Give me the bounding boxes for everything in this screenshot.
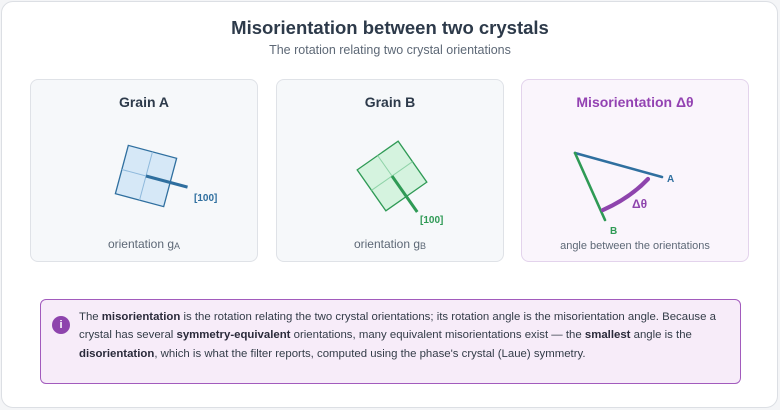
orientation-a-label: A (667, 174, 674, 185)
misorientation-angle-arc (600, 176, 651, 213)
grain-a-title: Grain A (118, 94, 170, 110)
grain-b-caption: orientation gB (353, 237, 427, 251)
misorientation-angle-label: Δθ (632, 197, 647, 211)
grain-a-axis-label: [100] (194, 193, 217, 204)
grain-b-grid-line (371, 161, 413, 191)
misorientation-card: Misorientation Δθ A B Δθ angle between t… (521, 79, 749, 262)
misorientation-figure: A B Δθ (573, 151, 674, 237)
grain-b-card: Grain B [100] orientation gB (276, 79, 504, 262)
info-note-text: The misorientation is the rotation relat… (79, 308, 729, 363)
info-icon: i (52, 316, 70, 334)
grain-b-figure: [100] (356, 140, 443, 226)
grain-b-crystal (356, 140, 428, 213)
grain-b-axis-label: [100] (420, 215, 443, 226)
grain-b-title: Grain B (364, 94, 416, 110)
note-emphasis: disorientation (79, 347, 155, 360)
note-segment: angle is the (630, 329, 692, 342)
grain-b-axis (390, 175, 419, 213)
orientation-b-line (573, 151, 607, 222)
grain-a-axis (145, 174, 188, 189)
note-segment: , which is what the filter reports, comp… (154, 347, 586, 360)
misorientation-title: Misorientation Δθ (576, 94, 694, 110)
grain-a-caption: orientation gA (107, 237, 181, 251)
page-subtitle: The rotation relating two crystal orient… (269, 43, 511, 57)
note-segment: The (79, 311, 102, 323)
note-emphasis: smallest (584, 329, 631, 342)
orientation-b-label: B (610, 226, 617, 237)
misorientation-caption: angle between the orientations (560, 240, 710, 252)
grain-a-card: Grain A [100] orientation gA (30, 79, 258, 262)
note-emphasis: symmetry-equivalent (176, 329, 291, 342)
note-segment: orientations, many equivalent misorienta… (290, 329, 585, 342)
note-segment: is the rotation relating the two crystal… (79, 311, 716, 342)
grain-a-crystal (114, 144, 188, 208)
note-emphasis: misorientation (101, 311, 181, 323)
orientation-a-line (573, 151, 664, 179)
page-title: Misorientation between two crystals (231, 17, 549, 38)
info-note: i The misorientation is the rotation rel… (40, 299, 741, 384)
grain-a-figure: [100] (114, 144, 217, 208)
